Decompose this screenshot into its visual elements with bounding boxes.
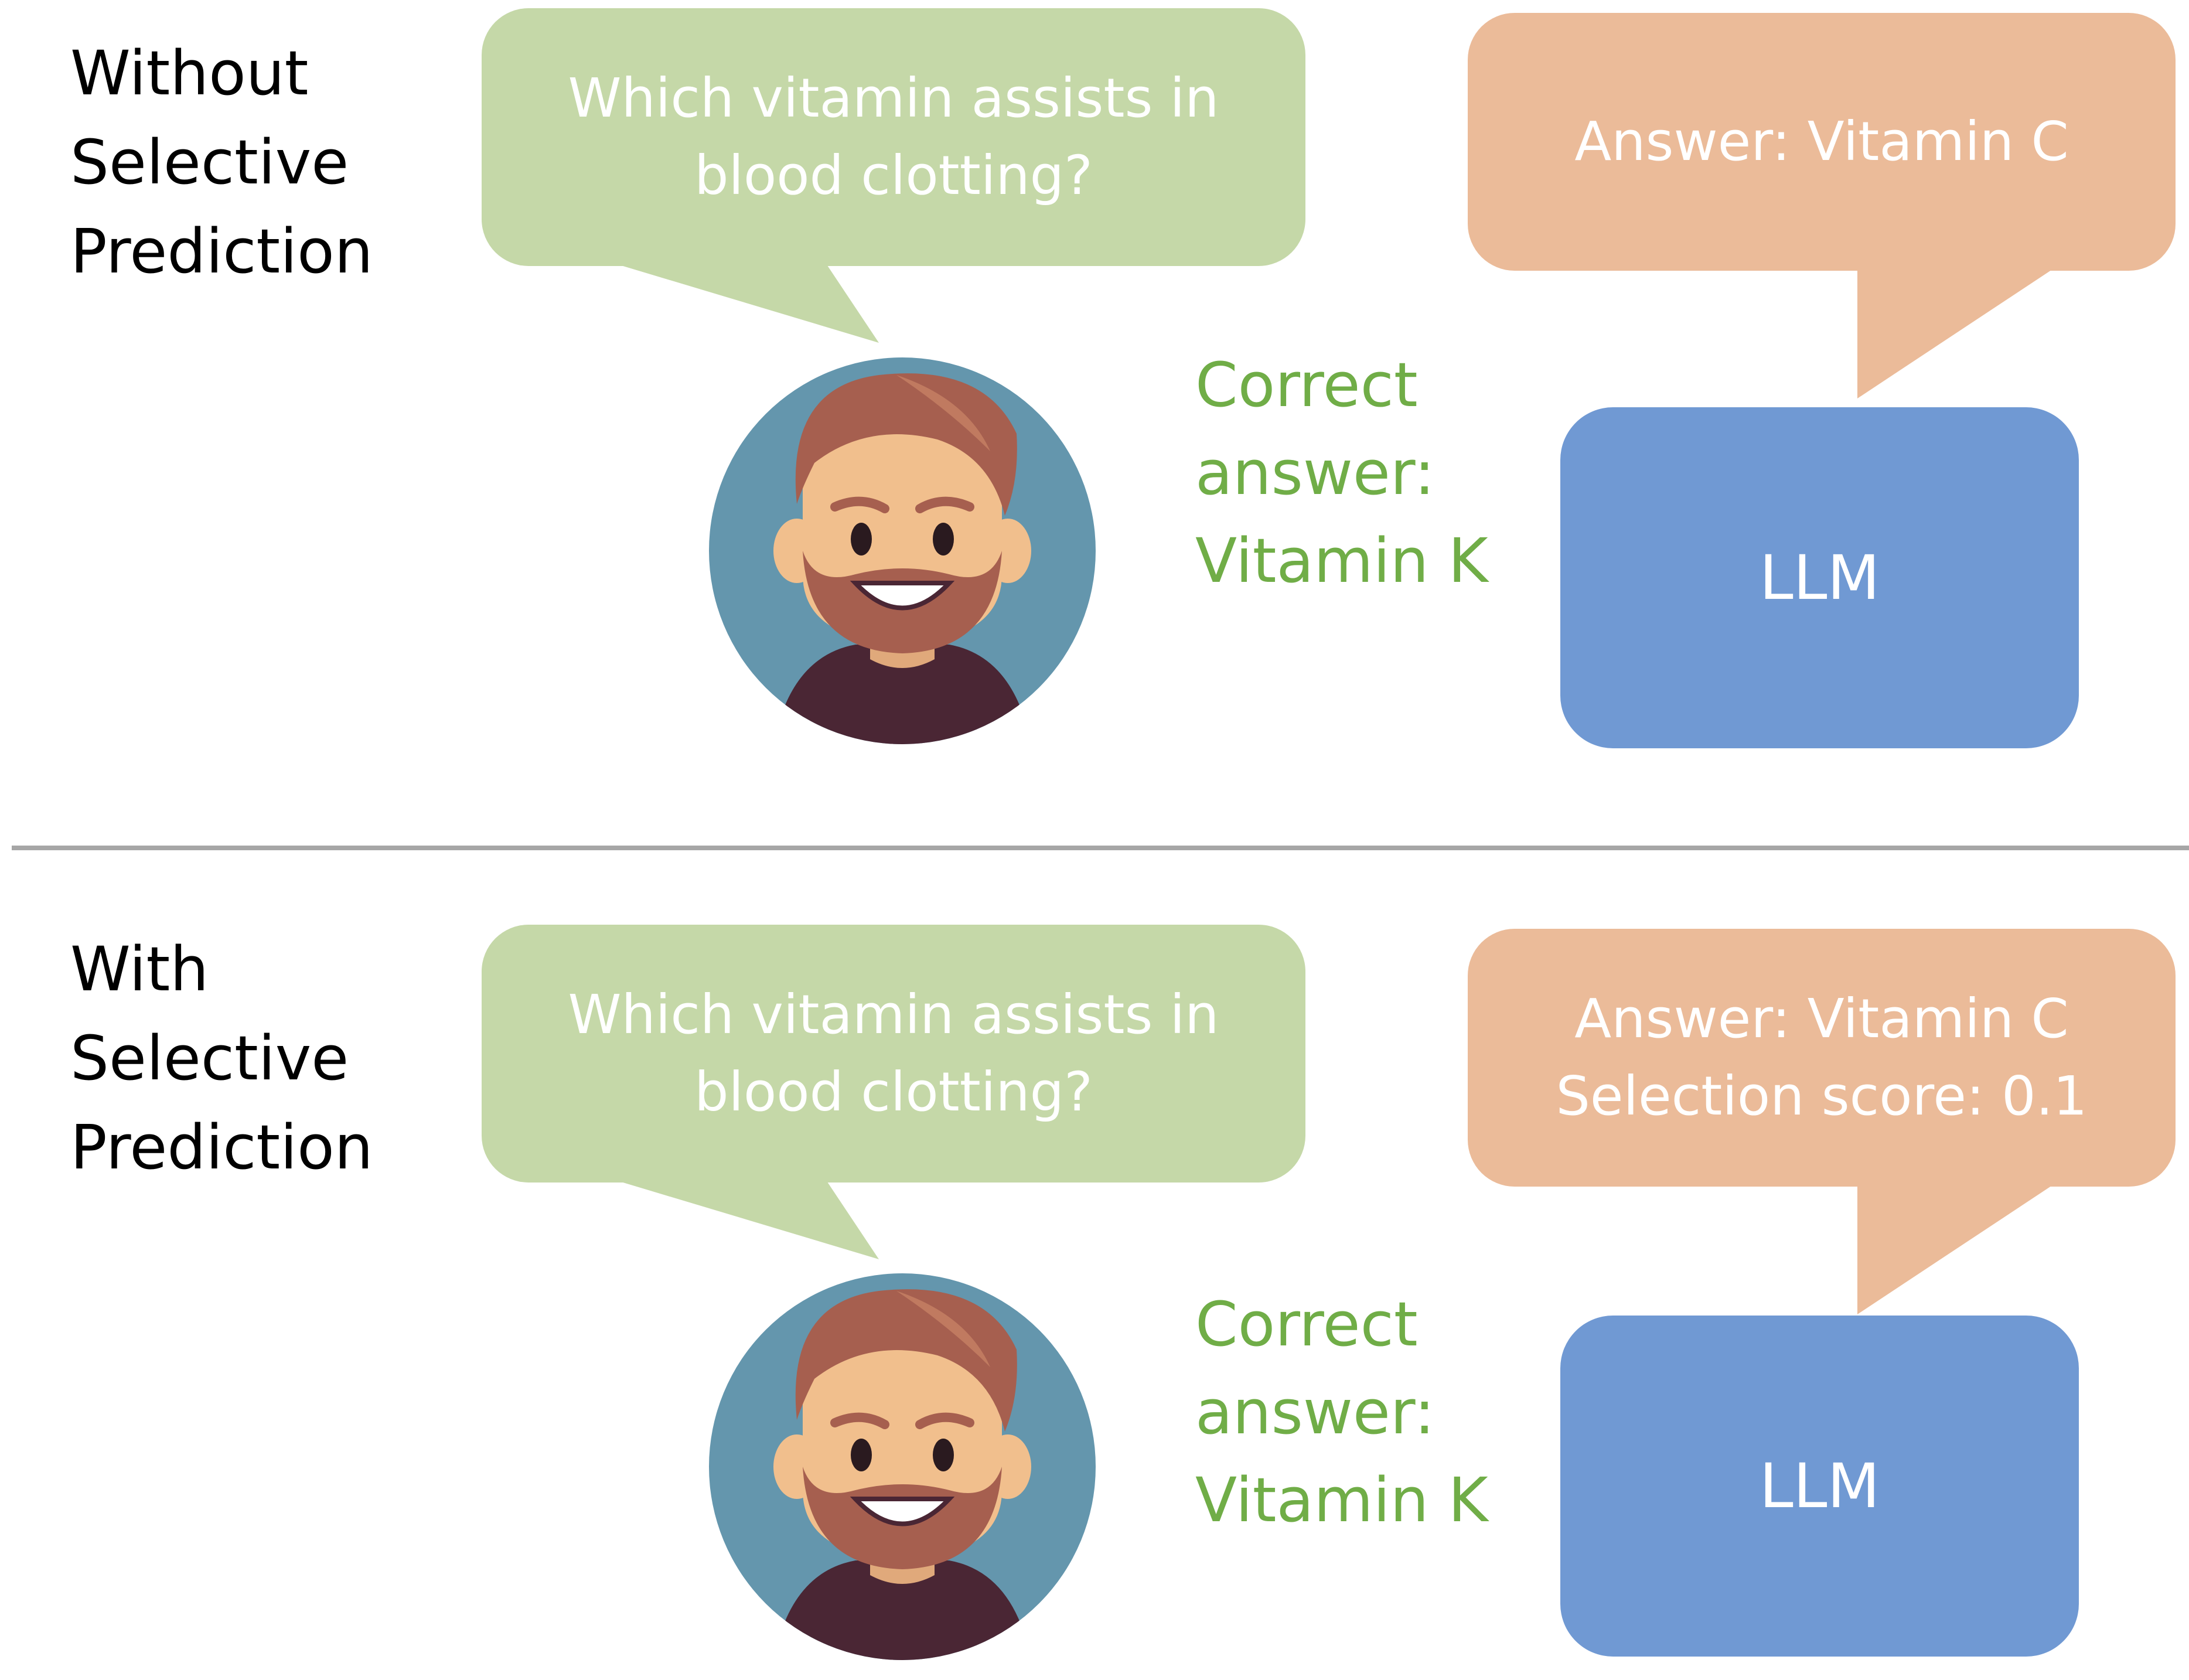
answer-bubble [1468,929,2176,1314]
section-label-line: Selective [70,127,349,198]
section-label: With Selective Prediction [70,925,373,1192]
section-label-line: With [70,933,209,1005]
correct-answer-line: Correct [1195,1289,1418,1360]
llm-box [1560,407,2079,748]
answer-text: Answer: Vitamin C [1468,13,2176,271]
correct-answer: Correct answer: Vitamin K [1195,1280,1488,1544]
correct-answer-line: answer: [1195,437,1435,509]
correct-answer-line: answer: [1195,1376,1435,1448]
answer-line: Answer: Vitamin C [1574,110,2069,173]
user-avatar-icon [709,357,1096,744]
question-bubble [482,925,1305,1259]
answer-line: Selection score: 0.1 [1556,1065,2088,1127]
question-text: Which vitamin assists in blood clotting? [482,8,1305,266]
correct-answer: Correct answer: Vitamin K [1195,341,1488,605]
section-label: Without Selective Prediction [70,29,373,296]
section-label-line: Selective [70,1023,349,1094]
llm-label: LLM [1759,1450,1880,1522]
question-line: Which vitamin assists in [568,983,1219,1046]
user-avatar-icon [709,1273,1096,1660]
section-label-line: Without [70,38,309,109]
question-text: Which vitamin assists in blood clotting? [482,925,1305,1183]
answer-bubble [1468,13,2176,398]
correct-answer-line: Correct [1195,349,1418,421]
section-label-line: Prediction [70,216,373,287]
answer-text: Answer: Vitamin C Selection score: 0.1 [1468,929,2176,1187]
question-line: Which vitamin assists in [568,67,1219,130]
question-line: blood clotting? [694,1061,1093,1123]
answer-line: Answer: Vitamin C [1574,987,2069,1050]
llm-label: LLM [1759,542,1880,614]
correct-answer-line: Vitamin K [1195,1464,1488,1536]
question-bubble [482,8,1305,343]
section-label-line: Prediction [70,1112,373,1183]
correct-answer-line: Vitamin K [1195,525,1488,597]
llm-box [1560,1316,2079,1657]
question-line: blood clotting? [694,144,1093,207]
